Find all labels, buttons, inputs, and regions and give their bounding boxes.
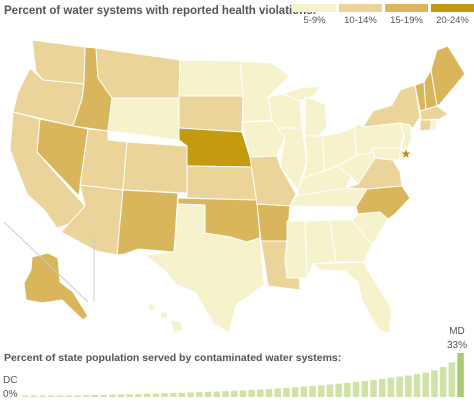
legend-label: 20-24% — [436, 15, 469, 26]
population-bar — [126, 394, 133, 397]
population-bar — [74, 395, 81, 397]
legend-swatch — [385, 4, 428, 12]
population-bar — [248, 389, 255, 397]
population-bar — [283, 387, 290, 397]
population-bar — [91, 395, 99, 397]
min-state-label: DC — [3, 375, 17, 386]
state-IA[interactable] — [241, 120, 286, 158]
state-MA[interactable] — [419, 105, 449, 121]
population-bar — [257, 389, 264, 397]
population-bar — [274, 388, 281, 397]
population-bar — [370, 379, 377, 397]
population-subtitle: Percent of state population served by co… — [4, 352, 342, 364]
state-HI[interactable] — [147, 303, 184, 334]
state-FL[interactable] — [312, 261, 393, 335]
population-bar — [300, 386, 308, 397]
population-bar — [422, 372, 429, 397]
population-bar — [161, 393, 168, 397]
star-icon — [400, 148, 412, 159]
population-bar — [413, 374, 421, 397]
population-bar — [239, 390, 247, 397]
population-bar — [196, 392, 203, 397]
population-bar — [143, 393, 151, 397]
population-bar — [170, 393, 177, 397]
population-bar — [30, 395, 38, 397]
population-bar — [109, 394, 116, 397]
population-bar — [117, 394, 125, 397]
state-RI[interactable] — [430, 119, 438, 131]
legend-swatch — [339, 4, 382, 12]
population-bar — [361, 381, 369, 397]
min-value-label: 0% — [3, 389, 18, 400]
population-bar — [335, 383, 342, 397]
population-bar — [318, 385, 325, 397]
population-bar — [396, 376, 403, 397]
population-bar — [405, 375, 412, 397]
population-bar — [309, 385, 316, 397]
population-bar — [431, 370, 438, 397]
population-bar — [439, 367, 447, 397]
population-bar — [204, 391, 212, 397]
population-bar — [48, 395, 55, 397]
legend-swatch — [293, 4, 336, 12]
population-bar — [326, 384, 334, 397]
population-bar — [352, 381, 360, 397]
population-bar — [22, 395, 29, 397]
population-bars — [22, 353, 464, 397]
state-MI[interactable] — [282, 85, 328, 139]
population-bar — [378, 378, 386, 397]
state-AL[interactable] — [304, 219, 337, 279]
population-bar — [56, 395, 64, 397]
population-bar — [387, 377, 395, 397]
legend-swatch — [431, 4, 474, 12]
population-bar — [135, 394, 142, 397]
max-value-label: 33% — [447, 340, 467, 351]
population-bar — [457, 353, 464, 397]
population-bar — [448, 362, 456, 397]
population-bar — [265, 389, 273, 397]
legend-item: 10-14% — [339, 4, 382, 26]
legend-label: 10-14% — [344, 15, 377, 26]
state-TX[interactable] — [144, 203, 265, 334]
population-bar — [222, 391, 229, 397]
population-bar — [213, 391, 221, 397]
population-bar — [230, 390, 238, 397]
us-map — [3, 39, 466, 335]
population-bar — [291, 387, 299, 397]
legend-label: 5-9% — [303, 15, 326, 26]
state-NM[interactable] — [116, 189, 179, 256]
state-SC[interactable] — [351, 211, 389, 246]
map-title: Percent of water systems with reported h… — [4, 5, 317, 17]
population-bar — [187, 392, 194, 397]
legend: 5-9% 10-14% 15-19% 20-24% — [293, 4, 474, 26]
population-bar — [39, 395, 46, 397]
state-MD[interactable] — [371, 147, 401, 161]
population-bar — [82, 395, 90, 397]
population-bar — [178, 392, 186, 397]
state-AK[interactable] — [23, 252, 89, 321]
legend-item: 5-9% — [293, 4, 336, 26]
max-state-label: MD — [449, 326, 465, 337]
inset-divider-line — [3, 221, 95, 303]
state-GA[interactable] — [329, 219, 373, 263]
population-bar — [100, 394, 107, 397]
legend-label: 15-19% — [390, 15, 423, 26]
population-bar — [152, 393, 160, 397]
population-bar — [344, 382, 351, 397]
legend-item: 15-19% — [385, 4, 428, 26]
population-bar — [65, 395, 73, 397]
state-NV[interactable] — [36, 118, 89, 197]
legend-item: 20-24% — [431, 4, 474, 26]
